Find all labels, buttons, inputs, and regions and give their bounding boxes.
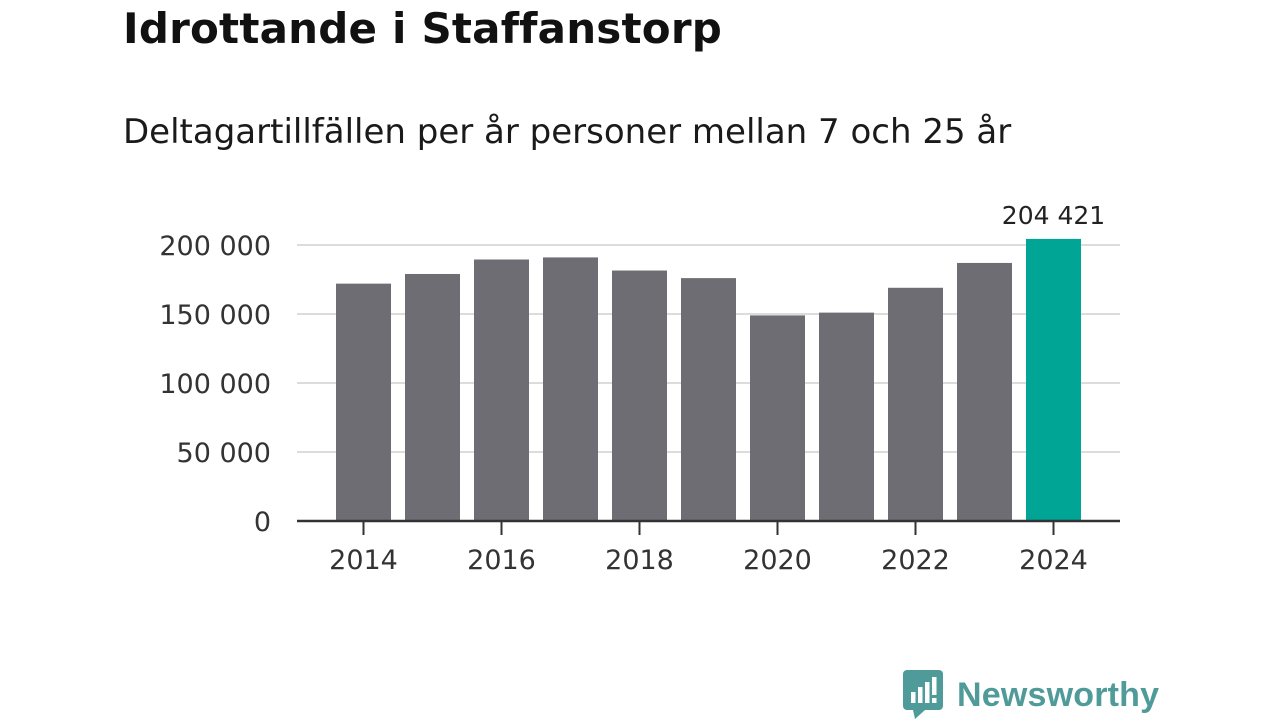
- bar-2016: [474, 259, 529, 521]
- bar-value-label: 204 421: [1002, 201, 1105, 230]
- x-tick-label: 2018: [605, 545, 674, 576]
- x-tick-label: 2016: [467, 545, 536, 576]
- chart-subtitle: Deltagartillfällen per år personer mella…: [123, 112, 1012, 152]
- bar-2020: [750, 315, 805, 521]
- bar-2024: [1026, 238, 1081, 521]
- bar-2021: [819, 312, 874, 521]
- y-tick-label: 200 000: [159, 231, 271, 262]
- bar-2015: [405, 273, 460, 521]
- x-tick-label: 2014: [329, 545, 398, 576]
- bar-chart: 0 50 000 100 000 150 000 200 000 204 421 2014 2…: [159, 201, 1120, 576]
- bar-2023: [957, 262, 1012, 521]
- bar-2014: [336, 283, 391, 521]
- x-tick-label: 2022: [881, 545, 950, 576]
- labels: 0 50 000 100 000 150 000 200 000 204 421 2014 2…: [159, 201, 1105, 576]
- bars: [336, 238, 1081, 521]
- bar-2022: [888, 287, 943, 521]
- newsworthy-logo-icon: [903, 670, 943, 719]
- y-tick-label: 50 000: [177, 438, 271, 469]
- y-tick-label: 0: [254, 507, 271, 538]
- bar-2018: [612, 270, 667, 521]
- chart-title: Idrottande i Staffanstorp: [123, 4, 723, 53]
- y-tick-label: 100 000: [159, 369, 271, 400]
- axes: [297, 519, 1120, 535]
- brand-logo: Newsworthy: [903, 670, 1159, 720]
- y-tick-label: 150 000: [159, 300, 271, 331]
- brand-name: Newsworthy: [957, 675, 1160, 714]
- bar-2019: [681, 278, 736, 521]
- x-tick-label: 2024: [1019, 545, 1088, 576]
- bar-2017: [543, 257, 598, 521]
- x-tick-label: 2020: [743, 545, 812, 576]
